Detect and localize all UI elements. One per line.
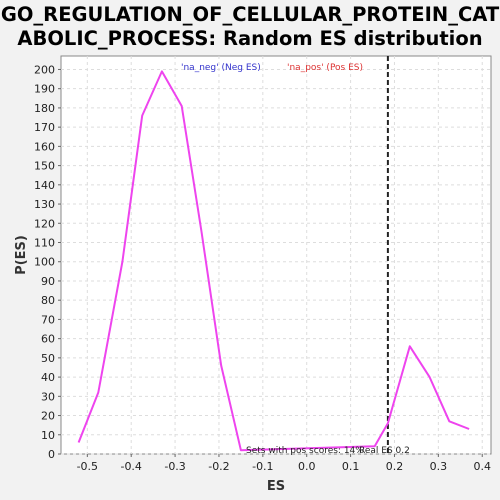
x-tick-label: -0.5 [77,460,98,473]
y-tick-label: 200 [34,63,55,76]
chart-title-line-2: ABOLIC_PROCESS: Random ES distribution [17,27,483,50]
x-tick-label: 0.2 [386,460,404,473]
y-axis: 0 10 20 30 40 50 60 70 80 90 100 110 120 130 140 150 160… [34,63,61,461]
legend-neg: 'na_neg' (Neg ES) [181,63,261,73]
y-tick-label: 50 [41,352,55,365]
y-tick-label: 70 [41,313,55,326]
y-tick-label: 160 [34,140,55,153]
y-tick-label: 90 [41,275,55,288]
x-tick-label: -0.4 [120,460,141,473]
y-tick-label: 190 [34,83,55,96]
x-tick-label: -0.3 [164,460,185,473]
real-es-annotation: Real ES 0.2 [359,446,410,456]
y-tick-label: 20 [41,410,55,423]
x-tick-label: 0.4 [473,460,491,473]
grid [61,56,491,455]
y-tick-label: 80 [41,294,55,307]
y-tick-label: 40 [41,371,55,384]
plot-area [60,55,492,455]
legend-pos: 'na_pos' (Pos ES) [287,63,363,73]
x-tick-label: 0.0 [298,460,316,473]
y-tick-label: 110 [34,237,55,250]
y-axis-title: P(ES) [14,235,29,275]
x-tick-label: 0.3 [430,460,448,473]
series-line [77,70,470,452]
x-axis: -0.5 -0.4 -0.3 -0.2 -0.1 0.0 0.1 0.2 0.3 0.4 [77,454,491,473]
y-tick-label: 10 [41,429,55,442]
y-tick-label: 140 [34,179,55,192]
pos-scores-annotation: Sets with pos scores: 14% [246,446,364,456]
y-tick-label: 180 [34,102,55,115]
y-tick-label: 150 [34,160,55,173]
x-tick-label: 0.1 [342,460,360,473]
y-tick-label: 170 [34,121,55,134]
x-tick-label: -0.2 [208,460,229,473]
y-tick-label: 0 [48,448,55,461]
y-tick-label: 130 [34,198,55,211]
chart-title-line-1: GO_REGULATION_OF_CELLULAR_PROTEIN_CAT [0,3,500,26]
x-axis-title: ES [267,479,285,494]
y-tick-label: 120 [34,217,55,230]
y-tick-label: 100 [34,256,55,269]
x-tick-label: -0.1 [252,460,273,473]
y-tick-label: 60 [41,333,55,346]
y-tick-label: 30 [41,390,55,403]
